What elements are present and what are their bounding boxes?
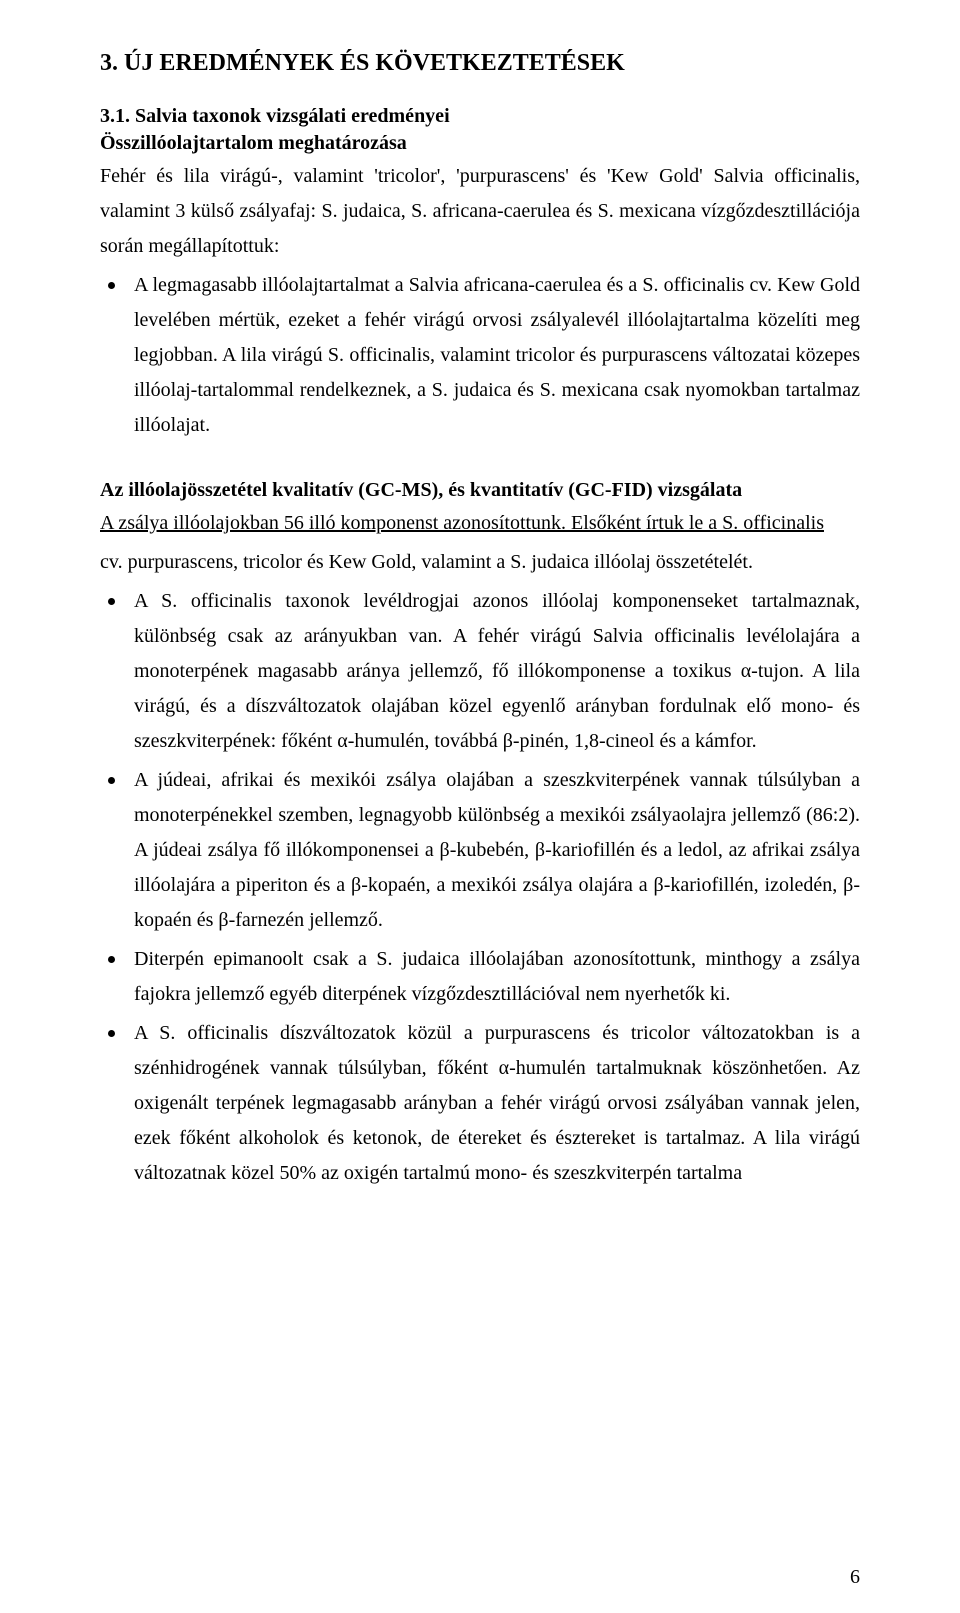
spacer [100,465,860,479]
list-item: Diterpén epimanoolt csak a S. judaica il… [100,942,860,1012]
list-item: A júdeai, afrikai és mexikói zsálya olaj… [100,763,860,938]
heading-level-1: 3. ÚJ EREDMÉNYEK ÉS KÖVETKEZTETÉSEK [100,50,860,77]
heading-level-2: 3.1. Salvia taxonok vizsgálati eredménye… [100,105,860,128]
subheading-oil-content: Összillóolajtartalom meghatározása [100,132,860,155]
subheading-gc-analysis: Az illóolajösszetétel kvalitatív (GC-MS)… [100,479,860,502]
intro-paragraph-1: Fehér és lila virágú-, valamint 'tricolo… [100,159,860,264]
underlined-intro-line: A zsálya illóolajokban 56 illó komponens… [100,512,824,534]
bullet-list-1: A legmagasabb illóolajtartalmat a Salvia… [100,268,860,443]
bullet-list-2: A S. officinalis taxonok levéldrogjai az… [100,584,860,1191]
list-item: A S. officinalis díszváltozatok közül a … [100,1016,860,1191]
list-item: A S. officinalis taxonok levéldrogjai az… [100,584,860,759]
page-container: 3. ÚJ EREDMÉNYEK ÉS KÖVETKEZTETÉSEK 3.1.… [0,0,960,1613]
list-item: A legmagasabb illóolajtartalmat a Salvia… [100,268,860,443]
intro-paragraph-2a: A zsálya illóolajokban 56 illó komponens… [100,506,860,541]
page-number: 6 [850,1566,860,1589]
intro-paragraph-2b: cv. purpurascens, tricolor és Kew Gold, … [100,545,860,580]
